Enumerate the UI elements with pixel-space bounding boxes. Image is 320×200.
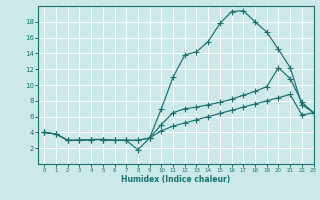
X-axis label: Humidex (Indice chaleur): Humidex (Indice chaleur) xyxy=(121,175,231,184)
